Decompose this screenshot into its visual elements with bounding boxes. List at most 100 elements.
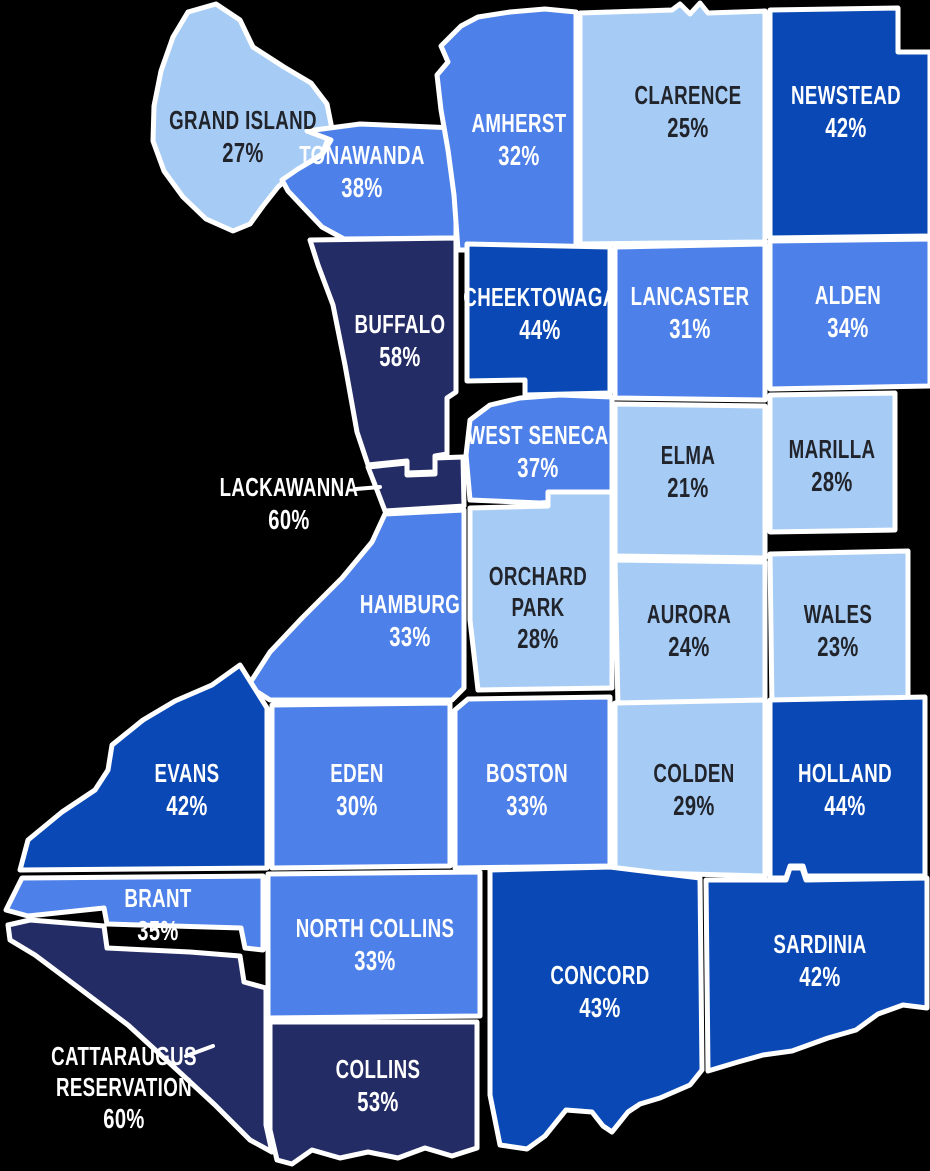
region-percent: 42% — [825, 111, 867, 143]
region-evans-shape — [17, 662, 270, 873]
region-percent: 42% — [166, 789, 208, 821]
label-buffalo: BUFFALO 58% — [317, 309, 483, 373]
label-tonawanda: TONAWANDA 38% — [279, 140, 445, 204]
region-name: COLDEN — [653, 758, 735, 789]
region-percent: 35% — [137, 914, 179, 946]
region-percent: 28% — [811, 465, 853, 497]
label-wales: WALES 23% — [755, 599, 921, 663]
region-name: BOSTON — [486, 758, 568, 789]
label-cheektowaga: CHEEKTOWAGA 44% — [457, 282, 623, 346]
label-holland: HOLLAND 44% — [762, 758, 928, 822]
region-cattaraugus-reservation-shape — [5, 917, 275, 1155]
label-clarence: CLARENCE 25% — [605, 80, 771, 144]
label-brant: BRANT 35% — [75, 883, 241, 947]
region-percent: 33% — [389, 620, 431, 652]
label-lancaster: LANCASTER 31% — [607, 281, 773, 345]
region-north-collins-shape — [265, 869, 483, 1021]
label-colden: COLDEN 29% — [611, 758, 777, 822]
region-percent: 30% — [336, 789, 378, 821]
region-percent: 38% — [341, 171, 383, 203]
region-name-line2: RESERVATION — [55, 1071, 193, 1102]
region-name: HAMBURG — [359, 589, 461, 620]
region-name-line2: PARK — [511, 591, 565, 622]
region-name: BUFFALO — [354, 309, 446, 340]
region-name: SARDINIA — [773, 929, 867, 960]
region-name: COLLINS — [335, 1054, 421, 1085]
region-name: LACKAWANNA — [219, 472, 359, 503]
region-marilla-shape — [767, 390, 898, 535]
region-percent: 44% — [519, 313, 561, 345]
region-name: NEWSTEAD — [790, 80, 902, 111]
label-elma: ELMA 21% — [605, 440, 771, 504]
region-west-seneca-shape — [463, 392, 615, 506]
region-eden-shape — [269, 700, 453, 871]
region-name: CLARENCE — [634, 80, 742, 111]
label-boston: BOSTON 33% — [444, 758, 610, 822]
region-percent: 25% — [667, 111, 709, 143]
label-eden: EDEN 30% — [274, 758, 440, 822]
region-percent: 33% — [354, 944, 396, 976]
label-north-collins: NORTH COLLINS 33% — [292, 913, 458, 977]
region-percent: 28% — [517, 623, 559, 655]
region-name: AURORA — [646, 599, 732, 630]
region-alden-shape — [767, 236, 930, 392]
region-name: TONAWANDA — [299, 140, 425, 171]
label-aurora: AURORA 24% — [606, 599, 772, 663]
region-cheektowaga-shape — [464, 241, 613, 398]
region-percent: 23% — [817, 630, 859, 662]
region-name: CHEEKTOWAGA — [463, 282, 617, 313]
label-newstead: NEWSTEAD 42% — [763, 80, 929, 144]
label-cattaraugus-reservation: CATTARAUGUS RESERVATION 60% — [41, 1041, 207, 1135]
region-percent: 37% — [517, 451, 559, 483]
region-percent: 58% — [379, 340, 421, 372]
label-alden: ALDEN 34% — [765, 280, 930, 344]
region-percent: 60% — [103, 1103, 145, 1135]
region-name: ELMA — [660, 440, 716, 471]
region-colden-shape — [612, 697, 768, 879]
region-percent: 24% — [668, 630, 710, 662]
region-percent: 31% — [669, 312, 711, 344]
region-name: ALDEN — [814, 280, 882, 311]
region-percent: 33% — [506, 789, 548, 821]
region-name: CONCORD — [550, 960, 650, 991]
region-name: NORTH COLLINS — [295, 913, 455, 944]
region-concord-shape — [487, 864, 705, 1152]
label-grand-island: GRAND ISLAND 27% — [160, 105, 326, 169]
region-brant-shape — [3, 873, 266, 953]
region-name: EDEN — [330, 758, 384, 789]
region-orchard-park-shape — [467, 489, 615, 693]
label-marilla: MARILLA 28% — [749, 434, 915, 498]
label-orchard-park: ORCHARD PARK 28% — [455, 561, 621, 655]
region-newstead-shape — [767, 5, 930, 241]
region-boston-shape — [452, 694, 613, 871]
region-amherst-shape — [434, 6, 579, 253]
region-elma-shape — [612, 401, 768, 561]
region-percent: 32% — [498, 139, 540, 171]
region-lackawanna-shape — [365, 454, 467, 514]
lackawanna-callout-line — [354, 485, 382, 491]
region-sardinia-shape — [703, 865, 930, 1074]
region-name: EVANS — [154, 758, 220, 789]
label-hamburg: HAMBURG 33% — [327, 589, 493, 653]
region-percent: 53% — [357, 1085, 399, 1117]
label-collins: COLLINS 53% — [295, 1054, 461, 1118]
label-evans: EVANS 42% — [104, 758, 270, 822]
region-name: WALES — [803, 599, 873, 630]
cattaraugus-callout-line — [184, 1044, 215, 1058]
region-percent: 42% — [799, 960, 841, 992]
region-percent: 43% — [579, 991, 621, 1023]
region-clarence-shape — [577, 0, 768, 247]
region-name: AMHERST — [471, 108, 567, 139]
region-name: ORCHARD — [488, 560, 588, 591]
region-name: CATTARAUGUS — [51, 1040, 197, 1071]
region-percent: 44% — [824, 789, 866, 821]
label-west-seneca: WEST SENECA 37% — [455, 420, 621, 484]
region-name: WEST SENECA — [467, 420, 609, 451]
region-name: HOLLAND — [797, 758, 893, 789]
label-sardinia: SARDINIA 42% — [737, 929, 903, 993]
region-collins-shape — [267, 1019, 480, 1167]
region-percent: 34% — [827, 311, 869, 343]
label-amherst: AMHERST 32% — [436, 108, 602, 172]
region-lancaster-shape — [612, 241, 768, 403]
label-lackawanna: LACKAWANNA 60% — [206, 472, 372, 536]
